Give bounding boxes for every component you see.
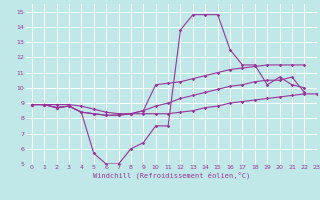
X-axis label: Windchill (Refroidissement éolien,°C): Windchill (Refroidissement éolien,°C) bbox=[92, 172, 250, 179]
